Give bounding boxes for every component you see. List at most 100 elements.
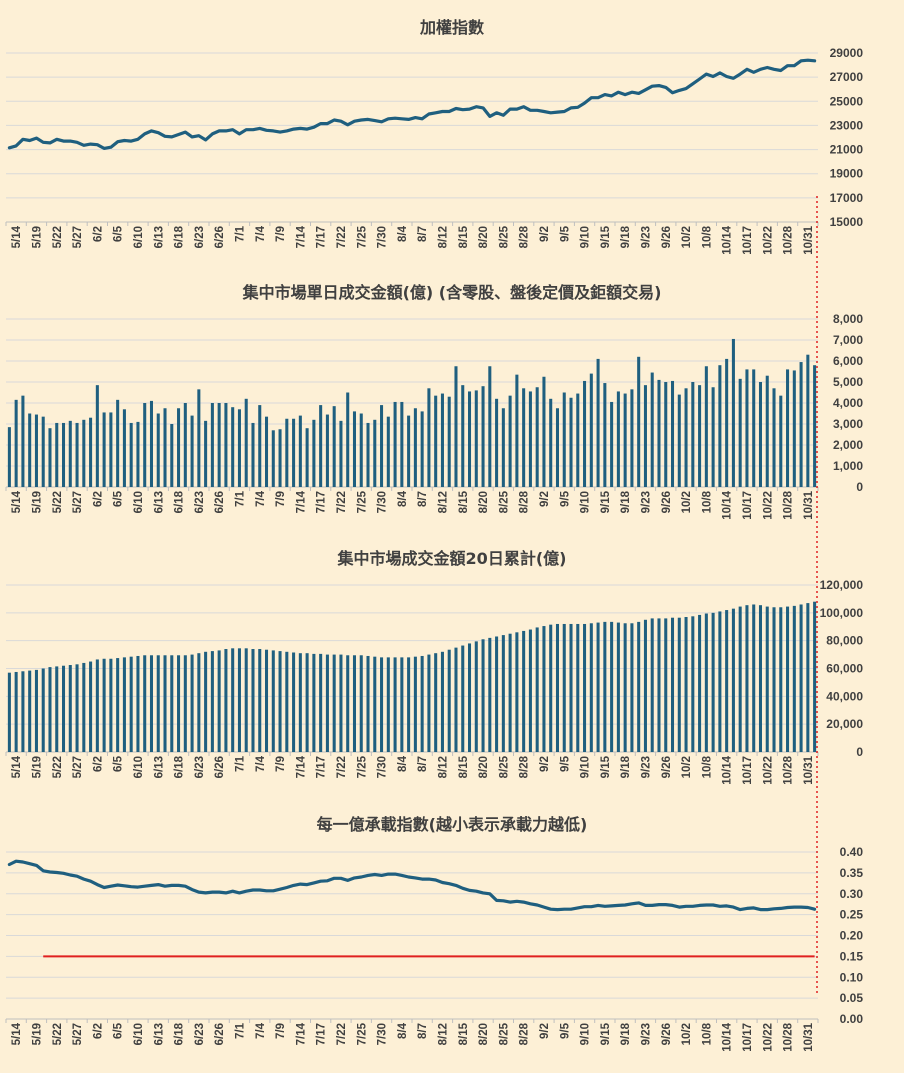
x-tick-label: 10/28 xyxy=(783,490,795,519)
x-tick-label: 6/18 xyxy=(174,1022,186,1045)
bar xyxy=(583,623,587,752)
x-tick-label: 7/14 xyxy=(295,755,307,778)
x-tick-label: 5/22 xyxy=(52,756,64,778)
bar xyxy=(576,623,580,752)
x-tick-label: 5/22 xyxy=(52,491,64,513)
x-tick-label: 5/27 xyxy=(72,226,84,248)
bar xyxy=(731,338,735,487)
x-tick-label: 10/14 xyxy=(722,1022,734,1051)
chart-title: 加權指數 xyxy=(419,18,484,37)
bar xyxy=(163,408,167,487)
y-tick-label: 20,000 xyxy=(826,717,863,731)
bar xyxy=(427,654,431,752)
x-tick-label: 9/18 xyxy=(620,755,632,778)
bar xyxy=(109,412,113,487)
x-tick-label: 6/26 xyxy=(214,756,226,778)
bar xyxy=(14,399,18,487)
bar xyxy=(156,413,160,487)
bar xyxy=(75,422,79,487)
bar xyxy=(765,375,769,487)
x-tick-label: 6/18 xyxy=(174,755,186,778)
x-tick-label: 8/12 xyxy=(437,226,449,248)
x-tick-label: 7/30 xyxy=(377,756,389,778)
bar xyxy=(14,671,18,752)
bar xyxy=(48,428,52,487)
bar xyxy=(122,409,126,487)
x-tick-label: 9/18 xyxy=(620,225,632,248)
bar xyxy=(346,392,350,487)
y-tick-label: 0 xyxy=(856,480,863,494)
x-tick-label: 5/22 xyxy=(52,226,64,248)
bar xyxy=(149,655,154,752)
bar xyxy=(319,405,323,487)
y-tick-label: 23000 xyxy=(830,118,864,132)
x-tick-label: 10/22 xyxy=(762,756,774,785)
bar xyxy=(210,403,214,487)
bar xyxy=(643,619,647,752)
x-tick-label: 5/19 xyxy=(31,1023,43,1045)
x-tick-label: 6/18 xyxy=(174,225,186,248)
bar xyxy=(779,395,783,487)
x-tick-label: 8/15 xyxy=(458,225,470,248)
bar xyxy=(528,391,532,487)
bar xyxy=(555,408,560,487)
x-tick-label: 6/2 xyxy=(92,226,104,242)
x-tick-label: 6/5 xyxy=(113,225,125,242)
bar xyxy=(704,366,708,487)
x-tick-label: 9/10 xyxy=(580,756,592,778)
bar xyxy=(407,415,411,487)
x-tick-label: 8/25 xyxy=(498,755,510,778)
bar xyxy=(231,648,235,752)
bar xyxy=(670,617,675,752)
x-tick-label: 9/2 xyxy=(539,756,551,772)
y-tick-label: 0.15 xyxy=(840,949,864,963)
bar xyxy=(474,390,478,487)
y-tick-label: 0 xyxy=(856,745,863,759)
x-tick-label: 9/15 xyxy=(600,755,612,778)
bar xyxy=(488,366,492,487)
x-tick-label: 9/18 xyxy=(620,1022,632,1045)
bar xyxy=(136,421,140,487)
bar xyxy=(61,665,66,752)
x-tick-label: 8/20 xyxy=(478,756,490,778)
bar xyxy=(183,655,187,752)
bar xyxy=(7,427,11,487)
x-tick-label: 6/13 xyxy=(153,1023,165,1045)
bar xyxy=(102,658,106,752)
x-tick-label: 8/7 xyxy=(417,226,429,242)
x-tick-label: 8/12 xyxy=(437,1023,449,1045)
x-tick-label: 6/10 xyxy=(133,491,145,513)
x-tick-label: 8/15 xyxy=(458,490,470,513)
bar xyxy=(271,430,275,487)
bar xyxy=(569,623,573,752)
x-tick-label: 7/1 xyxy=(234,755,246,772)
x-tick-label: 6/26 xyxy=(214,491,226,513)
bar xyxy=(237,648,241,752)
bar xyxy=(643,385,647,487)
bar xyxy=(407,657,411,752)
bar xyxy=(758,605,763,752)
x-tick-label: 10/8 xyxy=(701,755,713,778)
bar xyxy=(258,405,262,487)
bar xyxy=(623,623,627,752)
bar xyxy=(427,388,431,487)
bar xyxy=(637,621,641,752)
bar xyxy=(718,611,722,752)
bar xyxy=(373,656,377,752)
bar xyxy=(461,385,465,487)
x-tick-label: 8/25 xyxy=(498,225,510,248)
x-tick-label: 7/9 xyxy=(275,226,287,242)
x-tick-label: 6/2 xyxy=(92,491,104,507)
bar xyxy=(129,422,133,487)
bar xyxy=(772,607,776,752)
bar xyxy=(630,389,634,487)
bar xyxy=(237,409,241,487)
x-tick-label: 9/23 xyxy=(640,1023,652,1045)
chart-panel-2: 集中市場單日成交金額(億) (含零股、盤後定價及鉅額交易) 8,000 7,000 6… xyxy=(5,283,863,520)
bar xyxy=(386,416,390,487)
bar xyxy=(758,382,763,487)
bar xyxy=(562,623,566,752)
x-tick-label: 6/10 xyxy=(133,756,145,778)
x-tick-label: 8/12 xyxy=(437,491,449,513)
x-tick-label: 7/22 xyxy=(336,491,348,513)
